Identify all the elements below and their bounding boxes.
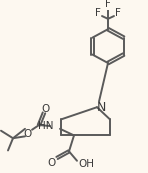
Text: HN: HN	[38, 121, 54, 131]
Text: OH: OH	[78, 159, 94, 169]
Text: F: F	[105, 0, 111, 9]
Text: O: O	[42, 104, 50, 114]
Text: F: F	[95, 8, 101, 18]
Text: O: O	[48, 158, 56, 168]
Text: O: O	[24, 129, 32, 139]
Text: F: F	[115, 8, 121, 18]
Text: N: N	[96, 101, 106, 114]
